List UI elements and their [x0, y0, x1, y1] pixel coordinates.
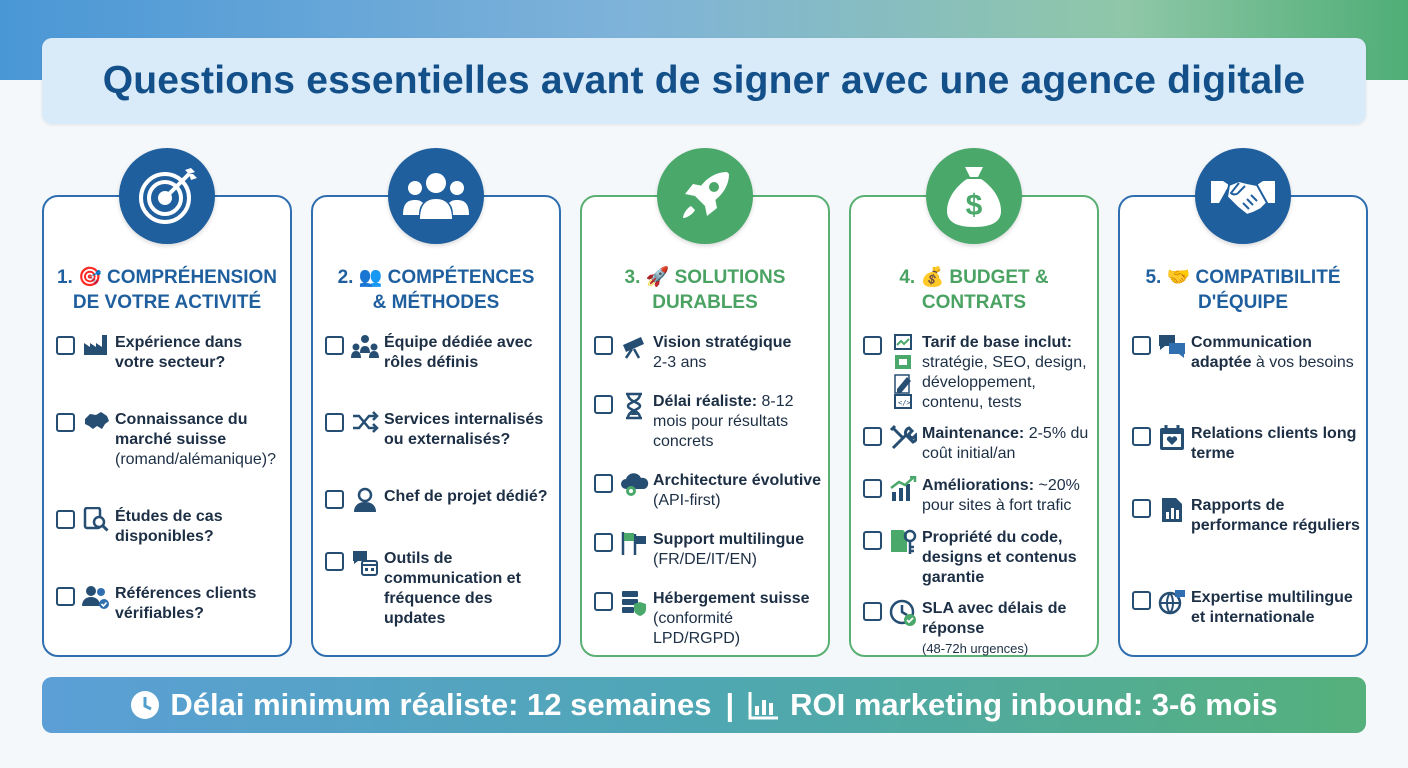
bar-chart-icon: [748, 692, 779, 720]
checklist-item: Améliorations: ~20% pour sites à fort tr…: [863, 476, 1091, 516]
checkbox[interactable]: [56, 336, 75, 355]
checklist-item: Connaissance du marché suisse (romand/alé…: [56, 410, 284, 470]
checkbox[interactable]: [1132, 427, 1151, 446]
checklist-icons: </>: [888, 333, 918, 409]
document-key-icon: [888, 528, 918, 556]
calendar-heart-icon: [1157, 424, 1187, 452]
globe-chat-icon: [1157, 588, 1187, 616]
checkbox[interactable]: [325, 336, 344, 355]
money-bag-icon: $: [926, 148, 1022, 244]
report-icon: [1157, 496, 1187, 524]
cloud-gear-icon: [619, 471, 649, 497]
checklist-item: </> Tarif de base inclut: stratégie, SEO,…: [863, 333, 1091, 413]
checkbox[interactable]: [1132, 591, 1151, 610]
team-roles-icon: [350, 333, 380, 359]
checklist-item: Architecture évolutive (API-first): [594, 471, 822, 511]
card-budget: 4. 💰 BUDGET & CONTRATS </> Tarif de base…: [849, 195, 1099, 657]
tools-icon: [888, 424, 918, 452]
chat-bubbles-icon: [1157, 333, 1187, 359]
checklist-item: Outils de communication et fréquence des…: [325, 549, 553, 629]
flags-icon: [619, 530, 649, 556]
checklist-item: Services internalisés ou externalisés?: [325, 410, 553, 450]
checklist-item: Délai réaliste: 8-12 mois pour résultats…: [594, 392, 822, 452]
checklist-item: Expertise multilingue et internationale: [1132, 588, 1360, 628]
checkbox[interactable]: [863, 336, 882, 355]
footer-right: ROI marketing inbound: 3-6 mois: [748, 687, 1278, 723]
checklist-item: Études de cas disponibles?: [56, 507, 284, 547]
checklist-item: Support multilingue (FR/DE/IT/EN): [594, 530, 822, 570]
checklist-item: Maintenance: 2-5% du coût initial/an: [863, 424, 1091, 464]
card-title: 2. 👥 COMPÉTENCES & MÉTHODES: [337, 267, 535, 313]
page-title: Questions essentielles avant de signer a…: [102, 59, 1306, 102]
checkbox[interactable]: [56, 587, 75, 606]
shuffle-icon: [350, 410, 380, 434]
server-shield-icon: [619, 589, 649, 617]
checklist-item: Vision stratégique 2-3 ans: [594, 333, 822, 373]
checkbox[interactable]: [594, 533, 613, 552]
svg-text:</>: </>: [898, 399, 911, 407]
checkbox[interactable]: [863, 479, 882, 498]
card-solutions: 3. 🚀 SOLUTIONS DURABLES Vision stratégiq…: [580, 195, 830, 657]
checkbox[interactable]: [325, 413, 344, 432]
telescope-icon: [619, 333, 649, 359]
checklist-item: Hébergement suisse (conformité LPD/RGPD): [594, 589, 822, 649]
factory-icon: [81, 333, 111, 357]
clock-icon: [131, 691, 160, 719]
checklist-item: Références clients vérifiables?: [56, 584, 284, 624]
checklist-item: Chef de projet dédié?: [325, 487, 553, 513]
card-compatibilite: 5. 🤝 COMPATIBILITÉ D'ÉQUIPE Communicatio…: [1118, 195, 1368, 657]
title-banner: Questions essentielles avant de signer a…: [42, 38, 1366, 124]
growth-chart-icon: [888, 476, 918, 502]
checkbox[interactable]: [863, 427, 882, 446]
checklist-item: Relations clients long terme: [1132, 424, 1360, 464]
checkbox[interactable]: [325, 490, 344, 509]
checkbox[interactable]: [1132, 336, 1151, 355]
checkbox[interactable]: [56, 413, 75, 432]
checkbox[interactable]: [1132, 499, 1151, 518]
checkbox[interactable]: [594, 336, 613, 355]
checklist-item: SLA avec délais de réponse (48-72h urgenc…: [863, 599, 1091, 659]
checkbox[interactable]: [594, 474, 613, 493]
checkbox[interactable]: [863, 602, 882, 621]
checkbox[interactable]: [56, 510, 75, 529]
card-title: 3. 🚀 SOLUTIONS DURABLES: [624, 267, 786, 313]
team-icon: [388, 148, 484, 244]
rocket-icon: [657, 148, 753, 244]
card-comprehension: 1. 🎯 COMPRÉHENSION DE VOTRE ACTIVITÉ Exp…: [42, 195, 292, 657]
checkbox[interactable]: [325, 552, 344, 571]
chat-calendar-icon: [350, 549, 380, 577]
footer-separator: |: [725, 687, 735, 722]
checkbox[interactable]: [594, 592, 613, 611]
handshake-icon: [1195, 148, 1291, 244]
target-icon: [119, 148, 215, 244]
hourglass-icon: [619, 392, 649, 420]
checklist-item: Propriété du code, designs et contenus g…: [863, 528, 1091, 588]
card-competences: 2. 👥 COMPÉTENCES & MÉTHODES Équipe dédié…: [311, 195, 561, 657]
checklist-item: Communication adaptée à vos besoins: [1132, 333, 1360, 373]
checklist-item: Rapports de performance réguliers: [1132, 496, 1360, 536]
svg-text:$: $: [966, 189, 983, 222]
document-search-icon: [81, 507, 111, 533]
card-title: 1. 🎯 COMPRÉHENSION DE VOTRE ACTIVITÉ: [56, 267, 278, 313]
switzerland-map-icon: [81, 410, 111, 432]
footer-left: Délai minimum réaliste: 12 semaines: [130, 687, 711, 723]
checklist-item: Expérience dans votre secteur?: [56, 333, 284, 373]
user-icon: [350, 487, 380, 513]
checkbox[interactable]: [594, 395, 613, 414]
checkbox[interactable]: [863, 531, 882, 550]
card-title: 4. 💰 BUDGET & CONTRATS: [899, 267, 1049, 313]
card-title: 5. 🤝 COMPATIBILITÉ D'ÉQUIPE: [1145, 267, 1341, 313]
clock-check-icon: [888, 599, 918, 627]
checklist-item: Équipe dédiée avec rôles définis: [325, 333, 553, 373]
footer-bar: Délai minimum réaliste: 12 semaines | RO…: [42, 677, 1366, 733]
users-check-icon: [81, 584, 111, 610]
